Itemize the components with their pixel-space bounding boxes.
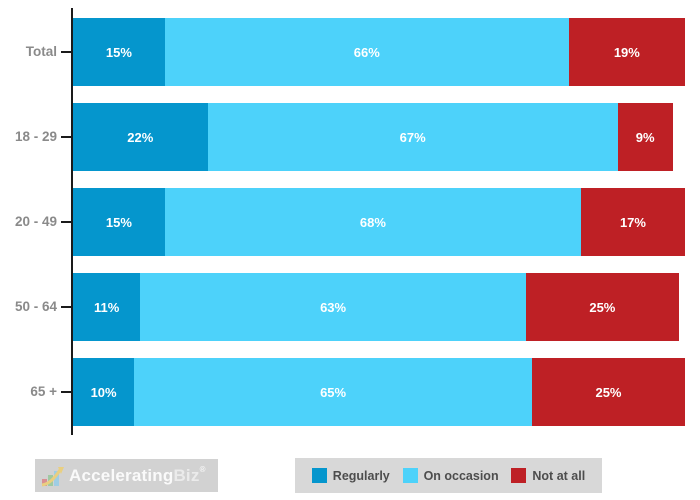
bar-segment-regularly: 15% bbox=[73, 188, 165, 256]
segment-value-label: 10% bbox=[90, 384, 117, 400]
bar-segment-not-at-all: 17% bbox=[580, 188, 685, 256]
bar-row: 15% 66% 19% bbox=[73, 18, 685, 86]
legend-item-not-at-all: Not at all bbox=[511, 468, 585, 483]
segment-value-label: 67% bbox=[399, 129, 426, 145]
bar-segment-regularly: 10% bbox=[73, 358, 135, 426]
category-label-65-: 65 + bbox=[30, 384, 57, 399]
segment-value-label: 66% bbox=[353, 44, 380, 60]
bar-row: 15% 68% 17% bbox=[73, 188, 685, 256]
axis-tick bbox=[61, 136, 72, 138]
axis-tick bbox=[61, 391, 72, 393]
legend-label: On occasion bbox=[423, 468, 499, 483]
legend-swatch bbox=[311, 468, 327, 483]
segment-value-label: 17% bbox=[619, 214, 646, 230]
bar-row: 11% 63% 25% bbox=[73, 273, 679, 341]
bar-segment-on-occasion: 66% bbox=[164, 18, 569, 86]
legend-swatch bbox=[402, 468, 418, 483]
segment-value-label: 15% bbox=[105, 214, 132, 230]
bar-segment-not-at-all: 9% bbox=[617, 103, 673, 171]
legend-swatch bbox=[511, 468, 527, 483]
segment-value-label: 15% bbox=[105, 44, 132, 60]
acceleratingbiz-logo: AcceleratingBiz® bbox=[35, 459, 218, 492]
category-label-18-29: 18 - 29 bbox=[14, 129, 57, 144]
legend-item-regularly: Regularly bbox=[311, 468, 390, 483]
bar-segment-not-at-all: 25% bbox=[525, 273, 679, 341]
logo-wordmark: AcceleratingBiz® bbox=[69, 464, 206, 486]
bar-segment-regularly: 11% bbox=[73, 273, 141, 341]
legend-label: Not at all bbox=[532, 468, 586, 483]
bar-segment-regularly: 22% bbox=[73, 103, 208, 171]
segment-value-label: 63% bbox=[320, 299, 347, 315]
category-label-20-49: 20 - 49 bbox=[14, 214, 57, 229]
segment-value-label: 25% bbox=[589, 299, 616, 315]
segment-value-label: 25% bbox=[595, 384, 622, 400]
category-label-total: Total bbox=[25, 44, 57, 59]
segment-value-label: 11% bbox=[94, 299, 120, 315]
bar-segment-on-occasion: 68% bbox=[164, 188, 581, 256]
legend-label: Regularly bbox=[332, 468, 390, 483]
legend-item-on-occasion: On occasion bbox=[402, 468, 499, 483]
bar-segment-not-at-all: 25% bbox=[531, 358, 685, 426]
bar-segment-on-occasion: 63% bbox=[140, 273, 526, 341]
segment-value-label: 68% bbox=[359, 214, 386, 230]
bar-row: 10% 65% 25% bbox=[73, 358, 685, 426]
segment-value-label: 19% bbox=[613, 44, 640, 60]
bar-segment-not-at-all: 19% bbox=[568, 18, 685, 86]
bar-segment-regularly: 15% bbox=[73, 18, 165, 86]
axis-tick bbox=[61, 221, 72, 223]
bar-segment-on-occasion: 67% bbox=[207, 103, 618, 171]
logo-chart-icon bbox=[41, 466, 64, 486]
axis-tick bbox=[61, 306, 72, 308]
logo-text-primary: Accelerating bbox=[69, 465, 174, 485]
category-label-50-64: 50 - 64 bbox=[14, 299, 57, 314]
bar-row: 22% 67% 9% bbox=[73, 103, 673, 171]
y-axis-line bbox=[71, 8, 73, 435]
axis-tick bbox=[61, 51, 72, 53]
chart-legend: Regularly On occasion Not at all bbox=[295, 458, 602, 493]
segment-value-label: 9% bbox=[635, 129, 655, 145]
segment-value-label: 22% bbox=[127, 129, 154, 145]
logo-text-secondary: Biz bbox=[173, 465, 200, 485]
bar-segment-on-occasion: 65% bbox=[134, 358, 532, 426]
segment-value-label: 65% bbox=[320, 384, 347, 400]
registered-trademark-symbol: ® bbox=[199, 464, 206, 474]
